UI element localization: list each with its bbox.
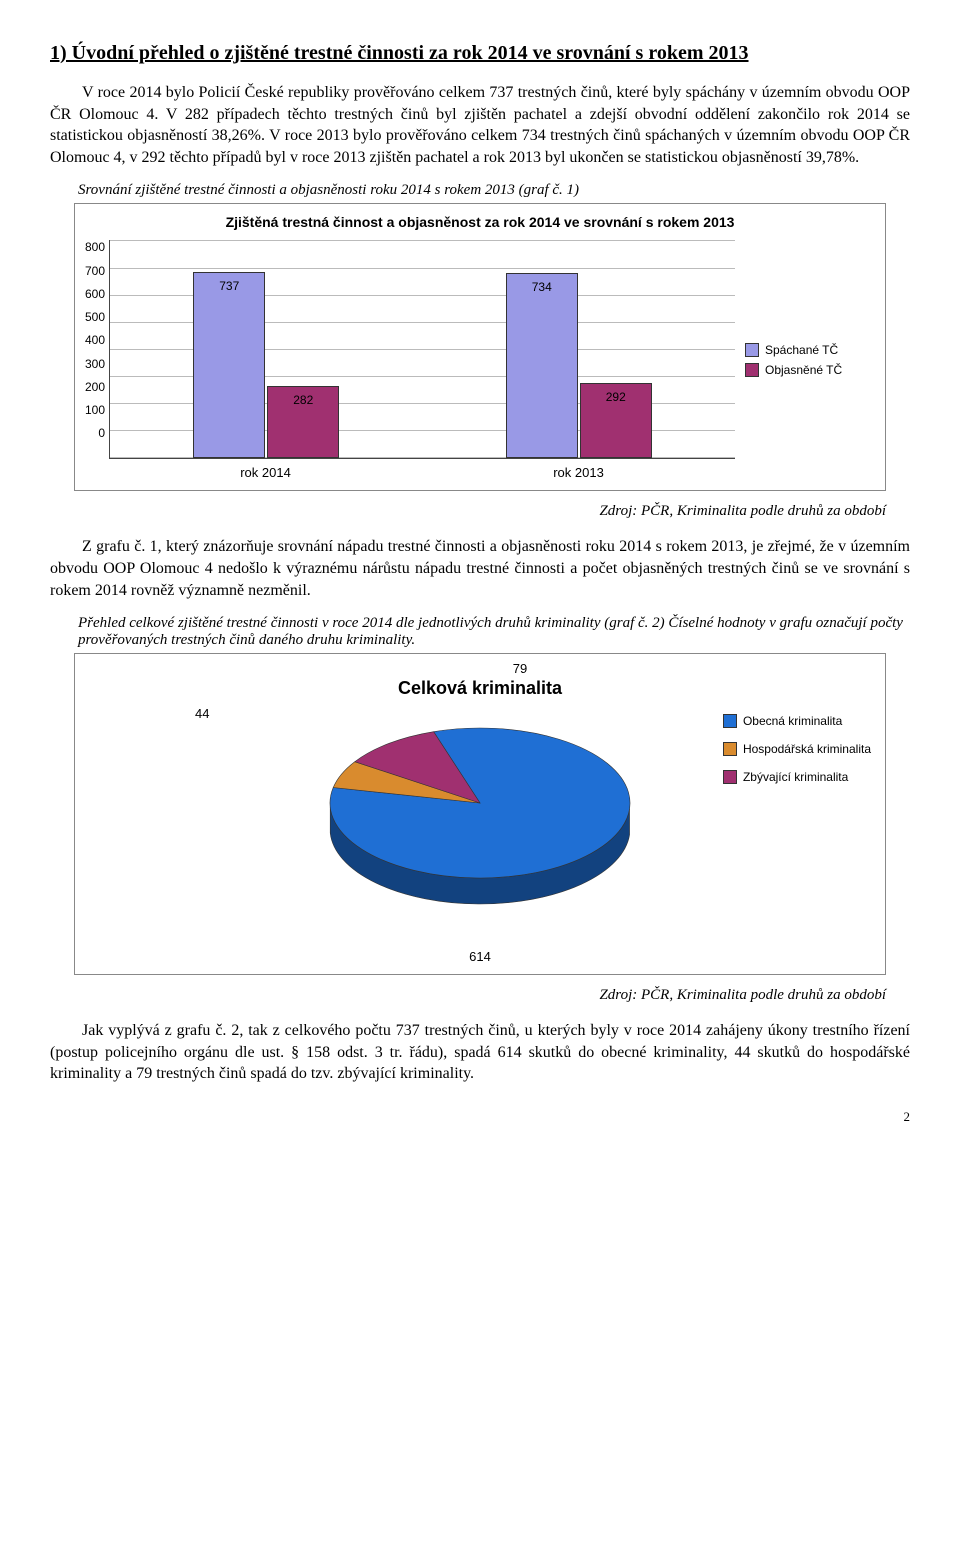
paragraph-1: V roce 2014 bylo Policií České republiky… [50, 82, 910, 168]
pie-slice-label-44: 44 [195, 706, 209, 721]
y-axis: 8007006005004003002001000 [85, 240, 109, 440]
paragraph-3: Jak vyplývá z grafu č. 2, tak z celkovéh… [50, 1020, 910, 1085]
section-heading: 1) Úvodní přehled o zjištěné trestné čin… [50, 40, 910, 66]
chart1-source: Zdroj: PČR, Kriminalita podle druhů za o… [50, 503, 886, 520]
bar-chart-title: Zjištěná trestná činnost a objasněnost z… [85, 214, 875, 230]
chart2-caption: Přehled celkové zjištěné trestné činnost… [78, 615, 910, 649]
chart2-source: Zdroj: PČR, Kriminalita podle druhů za o… [50, 987, 886, 1004]
bar-plot-area: 737282734292 [109, 240, 735, 459]
pie-slice-label-614: 614 [75, 949, 885, 964]
pie-slice-label-79: 79 [513, 661, 527, 676]
page-number: 2 [50, 1109, 910, 1125]
pie-chart-title: Celková kriminalita [85, 678, 875, 699]
bar-chart-container: Zjištěná trestná činnost a objasněnost z… [74, 203, 886, 491]
bar-chart-legend: Spáchané TČObjasněné TČ [735, 240, 875, 480]
paragraph-2: Z grafu č. 1, který znázorňuje srovnání … [50, 536, 910, 601]
chart1-caption: Srovnání zjištěné trestné činnosti a obj… [78, 182, 910, 199]
pie-chart-legend: Obecná kriminalitaHospodářská kriminalit… [723, 714, 871, 784]
x-axis-labels: rok 2014rok 2013 [109, 465, 735, 480]
pie-chart-svg [270, 703, 690, 923]
pie-chart-container: 79 Celková kriminalita 44 614 Obecná kri… [74, 653, 886, 975]
